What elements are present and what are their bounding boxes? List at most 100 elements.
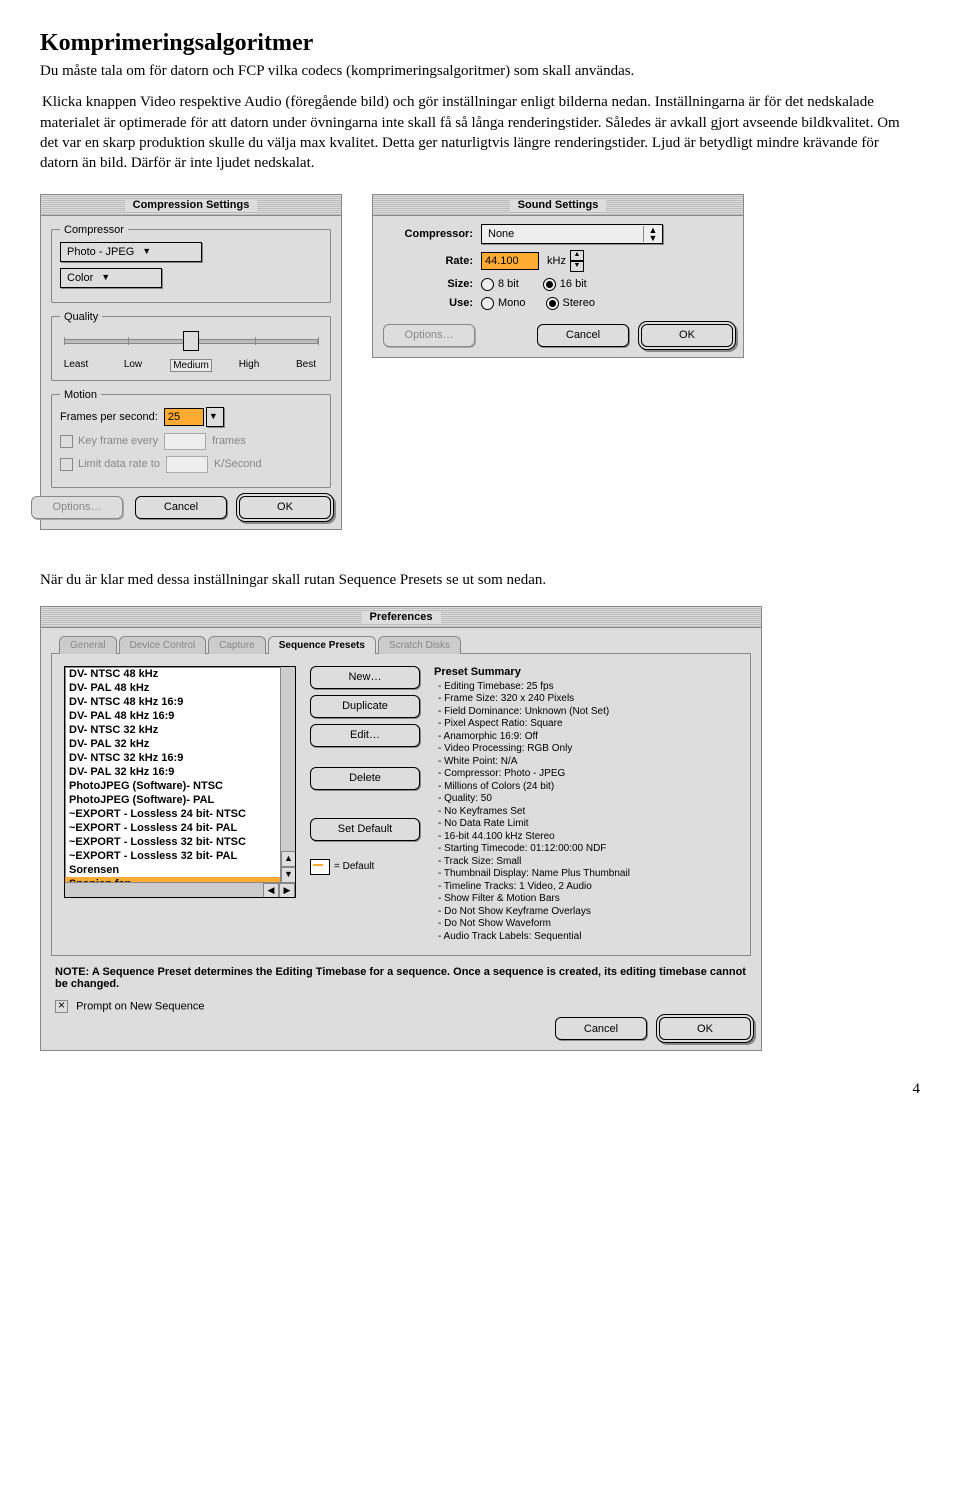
summary-heading: Preset Summary [434,666,738,678]
sound-options-button: Options… [383,324,475,347]
preset-item[interactable]: DV- PAL 32 kHz 16:9 [65,765,281,779]
prefs-tabs: General Device Control Capture Sequence … [51,636,751,654]
prefs-cancel-button[interactable]: Cancel [555,1017,647,1040]
scroll-down-icon[interactable]: ▼ [281,867,296,883]
datarate-label: Limit data rate to [78,458,160,470]
sound-compressor-select[interactable]: None ▲▼ [481,224,663,244]
ok-button[interactable]: OK [239,496,331,519]
motion-legend: Motion [60,389,101,401]
compressor-group: Compressor Photo - JPEG ▼ Color ▼ [51,224,331,303]
preferences-title: Preferences [362,611,441,623]
sound-cancel-button[interactable]: Cancel [537,324,629,347]
sound-ok-button[interactable]: OK [641,324,733,347]
fps-input[interactable]: 25 [164,408,204,426]
datarate-checkbox[interactable] [60,458,73,471]
size-8bit-radio[interactable] [481,278,494,291]
preset-list[interactable]: DV- NTSC 48 kHzDV- PAL 48 kHzDV- NTSC 48… [64,666,296,898]
preset-item[interactable]: DV- NTSC 32 kHz 16:9 [65,751,281,765]
duplicate-button[interactable]: Duplicate [310,695,420,718]
keyframe-unit: frames [212,435,246,447]
preset-item[interactable]: DV- NTSC 48 kHz 16:9 [65,695,281,709]
slider-thumb[interactable] [183,331,199,351]
options-button: Options… [31,496,123,519]
preset-item[interactable]: PhotoJPEG (Software)- PAL [65,793,281,807]
fps-label: Frames per second: [60,411,158,423]
scroll-left-icon[interactable]: ◀ [263,883,279,898]
preferences-titlebar[interactable]: Preferences [41,607,761,628]
delete-button[interactable]: Delete [310,767,420,790]
quality-slider[interactable] [64,329,318,355]
summary-line: - No Keyframes Set [438,806,738,819]
preset-item[interactable]: ~EXPORT - Lossless 24 bit- PAL [65,821,281,835]
tab-sequence-presets[interactable]: Sequence Presets [268,636,376,654]
rate-unit: kHz [547,255,566,267]
page-number: 4 [40,1081,920,1098]
summary-line: - Compressor: Photo - JPEG [438,768,738,781]
sound-title: Sound Settings [510,199,607,211]
keyframe-label: Key frame every [78,435,158,447]
preset-item[interactable]: ~EXPORT - Lossless 32 bit- NTSC [65,835,281,849]
tab-capture[interactable]: Capture [208,636,266,654]
keyframe-checkbox[interactable] [60,435,73,448]
color-dropdown[interactable]: Color ▼ [60,268,162,288]
compression-settings-window: Compression Settings Compressor Photo - … [40,194,342,530]
summary-line: - Pixel Aspect Ratio: Square [438,718,738,731]
use-label: Use: [383,297,481,309]
rate-input[interactable]: 44.100 [481,252,539,270]
new-button[interactable]: New… [310,666,420,689]
preset-item[interactable]: DV- PAL 32 kHz [65,737,281,751]
datarate-input [166,456,208,473]
prompt-checkbox[interactable] [55,1000,68,1013]
summary-line: - Do Not Show Keyframe Overlays [438,906,738,919]
tab-scratch-disks[interactable]: Scratch Disks [378,636,461,654]
preset-item[interactable]: DV- PAL 48 kHz [65,681,281,695]
size-8bit-label: 8 bit [498,278,519,290]
prefs-ok-button[interactable]: OK [659,1017,751,1040]
edit-button[interactable]: Edit… [310,724,420,747]
summary-line: - Show Filter & Motion Bars [438,893,738,906]
sound-settings-window: Sound Settings Compressor: None ▲▼ Rate:… [372,194,744,358]
preset-item[interactable]: DV- NTSC 48 kHz [65,667,281,681]
use-mono-radio[interactable] [481,297,494,310]
scroll-up-icon[interactable]: ▲ [281,851,296,867]
heading: Komprimeringsalgoritmer [40,30,920,57]
rate-stepper[interactable]: ▲ ▼ [570,250,584,272]
size-16bit-radio[interactable] [543,278,556,291]
preset-scroll-vertical[interactable]: ▲ ▼ [280,667,295,883]
codec-dropdown[interactable]: Photo - JPEG ▼ [60,242,202,262]
summary-line: - Timeline Tracks: 1 Video, 2 Audio [438,881,738,894]
use-mono-label: Mono [498,297,526,309]
use-stereo-radio[interactable] [546,297,559,310]
datarate-unit: K/Second [214,458,262,470]
size-label: Size: [383,278,481,290]
keyframe-input [164,433,206,450]
quality-legend: Quality [60,311,102,323]
prefs-note: NOTE: A Sequence Preset determines the E… [55,966,747,990]
chevron-down-icon: ▼ [209,412,218,421]
set-default-button[interactable]: Set Default [310,818,420,841]
compression-titlebar[interactable]: Compression Settings [41,195,341,216]
fps-dropdown[interactable]: ▼ [206,407,224,427]
scroll-right-icon[interactable]: ▶ [279,883,295,898]
preset-item[interactable]: Sorensen [65,863,281,877]
default-badge: = Default [310,859,420,875]
compressor-legend: Compressor [60,224,128,236]
preset-item[interactable]: DV- NTSC 32 kHz [65,723,281,737]
preset-scroll-horizontal[interactable]: ◀ ▶ [65,882,295,897]
tab-device-control[interactable]: Device Control [119,636,207,654]
preferences-window: Preferences General Device Control Captu… [40,606,762,1052]
preset-item[interactable]: DV- PAL 48 kHz 16:9 [65,709,281,723]
cancel-button[interactable]: Cancel [135,496,227,519]
sound-titlebar[interactable]: Sound Settings [373,195,743,216]
motion-group: Motion Frames per second: 25 ▼ Key frame… [51,389,331,488]
prompt-label: Prompt on New Sequence [76,1001,204,1013]
summary-line: - 16-bit 44.100 kHz Stereo [438,831,738,844]
summary-line: - Thumbnail Display: Name Plus Thumbnail [438,868,738,881]
preset-item[interactable]: PhotoJPEG (Software)- NTSC [65,779,281,793]
preset-item[interactable]: ~EXPORT - Lossless 24 bit- NTSC [65,807,281,821]
summary-line: - Millions of Colors (24 bit) [438,781,738,794]
summary-line: - Anamorphic 16:9: Off [438,731,738,744]
tab-general[interactable]: General [59,636,117,654]
chevron-down-icon: ▼ [101,273,110,282]
preset-item[interactable]: ~EXPORT - Lossless 32 bit- PAL [65,849,281,863]
